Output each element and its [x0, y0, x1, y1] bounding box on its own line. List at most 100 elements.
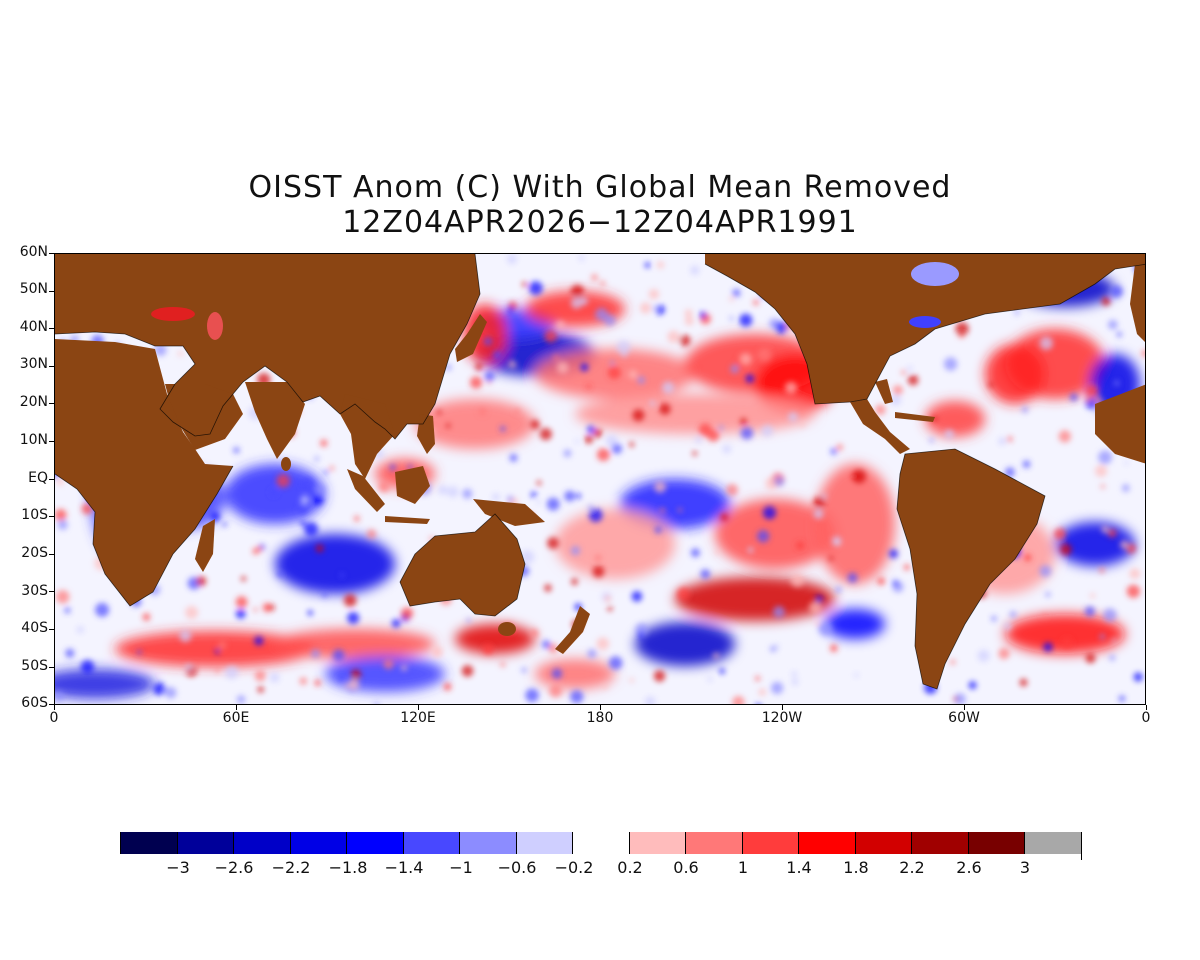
anomaly-speckle-dot: [1039, 565, 1052, 577]
anomaly-speckle-dot: [551, 668, 563, 679]
anomaly-speckle-dot: [1109, 654, 1116, 661]
colorbar-segment: [1024, 832, 1082, 854]
anomaly-speckle-dot: [998, 437, 1007, 446]
borneo-land: [395, 466, 430, 504]
anomaly-speckle-dot: [555, 320, 565, 330]
lon-tick: [1145, 705, 1147, 710]
anomaly-patch: [715, 499, 835, 569]
anomaly-speckle-dot: [1107, 528, 1117, 538]
anomaly-speckle-dot: [254, 636, 264, 646]
anomaly-speckle-dot: [484, 371, 495, 382]
anomaly-speckle-dot: [739, 313, 753, 327]
lat-tick: [49, 365, 54, 367]
lat-tick: [49, 703, 54, 705]
anomaly-speckle-dot: [548, 643, 559, 654]
anomaly-speckle-dot: [1007, 436, 1013, 442]
anomaly-speckle-dot: [462, 488, 473, 499]
anomaly-speckle-dot: [593, 428, 603, 438]
anomaly-speckle-dot: [95, 602, 110, 617]
anomaly-speckle-dot: [607, 605, 613, 612]
anomaly-speckle-dot: [653, 670, 666, 682]
anomaly-speckle-dot: [968, 681, 977, 690]
anomaly-patch: [55, 669, 155, 699]
anomaly-speckle-dot: [544, 330, 557, 343]
anomaly-speckle-dot: [332, 649, 345, 662]
anomaly-speckle-dot: [185, 663, 193, 671]
south-america-land: [897, 449, 1045, 689]
lat-label: 10N: [19, 432, 48, 448]
anomaly-speckle-dot: [799, 421, 806, 428]
anomaly-speckle-dot: [366, 529, 377, 539]
caspian-sea-anomaly: [207, 312, 223, 340]
anomaly-speckle-dot: [269, 672, 280, 683]
anomaly-speckle-dot: [1042, 613, 1047, 619]
anomaly-speckle-dot: [233, 447, 240, 454]
colorbar-tick-label: 2.2: [899, 858, 925, 877]
anomaly-speckle-dot: [56, 590, 70, 604]
anomaly-speckle-dot: [478, 408, 487, 416]
anomaly-speckle-dot: [461, 665, 474, 677]
colorbar-segment: [233, 832, 291, 854]
anomaly-speckle-dot: [307, 610, 313, 616]
anomaly-speckle-dot: [644, 262, 651, 268]
anomaly-speckle-dot: [311, 649, 320, 658]
anomaly-speckle-dot: [493, 350, 502, 359]
anomaly-patch: [815, 464, 895, 584]
lon-tick: [235, 705, 237, 710]
colorbar-segment: [459, 832, 517, 854]
anomaly-speckle-dot: [1084, 395, 1092, 403]
anomaly-speckle-dot: [676, 587, 690, 601]
anomaly-speckle-dot: [179, 630, 192, 642]
cuba-land: [895, 412, 935, 422]
anomaly-speckle-dot: [525, 688, 539, 703]
lat-label: 30S: [21, 583, 48, 599]
anomaly-speckle-dot: [262, 603, 272, 613]
anomaly-speckle-dot: [586, 384, 591, 389]
anomaly-speckle-dot: [707, 676, 713, 682]
land-masses: [55, 254, 1145, 689]
anomaly-speckle-dot: [320, 439, 328, 447]
anomaly-speckle-dot: [659, 403, 671, 415]
anomaly-speckle-dot: [300, 495, 310, 505]
anomaly-speckle-dot: [80, 660, 95, 674]
anomaly-speckle-dot: [235, 596, 248, 608]
anomaly-speckle-dot: [580, 363, 589, 372]
lon-label: 60W: [948, 710, 980, 726]
anomaly-speckle-dot: [304, 522, 319, 536]
anomaly-patch: [275, 534, 395, 594]
anomaly-speckle-dot: [631, 591, 643, 602]
lat-label: 20N: [19, 394, 48, 410]
anomaly-speckle-dot: [692, 451, 698, 456]
anomaly-speckle-dot: [637, 376, 645, 384]
anomaly-speckle-dot: [470, 376, 483, 389]
anomaly-speckle-dot: [690, 548, 700, 558]
anomaly-speckle-dot: [378, 481, 390, 493]
tasmania-land: [498, 622, 516, 636]
anomaly-speckle-dot: [610, 360, 615, 366]
anomaly-speckle-dot: [1133, 672, 1143, 682]
anomaly-speckle-dot: [553, 354, 560, 361]
anomaly-speckle-dot: [809, 601, 822, 614]
anomaly-speckle-dot: [57, 519, 68, 530]
anomaly-speckle-dot: [729, 296, 734, 302]
anomaly-speckle-dot: [339, 573, 345, 578]
anomaly-speckle-dot: [492, 493, 500, 501]
anomaly-speckle-dot: [236, 695, 246, 704]
colorbar: [120, 832, 1082, 860]
colorbar-tick-label: −2.6: [214, 858, 254, 877]
anomaly-speckle-dot: [771, 681, 784, 695]
colorbar-segment: [798, 832, 856, 854]
anomaly-speckle-dot: [828, 556, 834, 561]
anomaly-speckle-dot: [988, 382, 994, 388]
coastlines: [55, 254, 1145, 690]
anomaly-patch: [415, 399, 535, 449]
anomaly-speckle-dot: [570, 297, 583, 309]
anomaly-speckle-dot: [745, 374, 754, 383]
anomaly-speckle-dot: [600, 280, 606, 286]
anomaly-speckle-dot: [654, 304, 665, 315]
anomaly-speckle-dot: [570, 690, 584, 704]
anomaly-speckle-dot: [587, 649, 597, 659]
anomaly-speckle-dot: [1084, 606, 1095, 617]
anomaly-speckle-dot: [597, 448, 610, 462]
lat-label: 30N: [19, 356, 48, 372]
